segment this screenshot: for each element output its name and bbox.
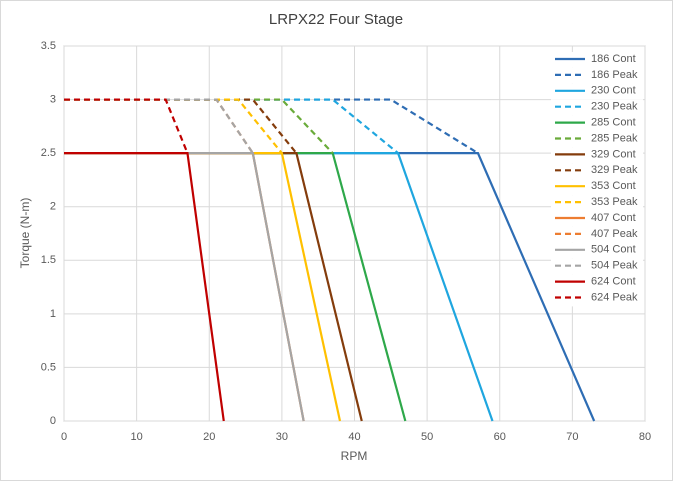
series-line	[64, 98, 189, 154]
legend-bg	[551, 52, 643, 68]
x-tick-label: 10	[131, 431, 143, 443]
legend-bg	[551, 131, 643, 148]
chart-title: LRPX22 Four Stage	[269, 11, 403, 28]
x-tick-label: 50	[421, 431, 433, 443]
legend-label: 504 Cont	[591, 244, 636, 256]
legend-label: 186 Peak	[591, 69, 638, 81]
legend-label: 285 Cont	[591, 117, 636, 129]
legend-bg	[551, 67, 643, 84]
legend-label: 230 Cont	[591, 85, 636, 97]
legend-label: 329 Peak	[591, 164, 638, 176]
legend-bg	[551, 163, 643, 180]
legend-bg	[551, 99, 643, 116]
legend-label: 407 Peak	[591, 228, 638, 240]
legend-bg	[551, 179, 643, 196]
legend-bg	[551, 242, 643, 259]
x-tick-label: 80	[639, 431, 651, 443]
y-tick-label: 1	[50, 308, 56, 320]
series-line	[64, 98, 399, 154]
legend-label: 186 Cont	[591, 53, 636, 65]
series-line	[64, 98, 283, 154]
y-tick-label: 3.5	[41, 40, 56, 52]
y-tick-label: 2	[50, 201, 56, 213]
series-line	[64, 152, 225, 422]
legend-bg	[551, 195, 643, 211]
legend-label: 353 Peak	[591, 196, 638, 208]
y-tick-label: 3	[50, 93, 56, 105]
legend-label: 230 Peak	[591, 101, 638, 113]
x-tick-label: 70	[566, 431, 578, 443]
legend-label: 504 Peak	[591, 260, 638, 272]
x-axis-title: RPM	[341, 449, 368, 463]
y-axis-title: Torque (N-m)	[18, 198, 32, 269]
x-tick-label: 0	[61, 431, 67, 443]
y-tick-label: 1.5	[41, 254, 56, 266]
x-tick-label: 20	[203, 431, 215, 443]
y-tick-label: 2.5	[41, 147, 56, 159]
x-tick-label: 60	[494, 431, 506, 443]
legend-label: 285 Peak	[591, 132, 638, 144]
legend-label: 353 Cont	[591, 180, 636, 192]
y-tick-label: 0.5	[41, 361, 56, 373]
legend-bg	[551, 290, 643, 307]
legend-bg	[551, 274, 643, 291]
legend-label: 407 Cont	[591, 212, 636, 224]
legend-label: 329 Cont	[591, 148, 636, 160]
legend-bg	[551, 258, 643, 275]
y-tick-label: 0	[50, 415, 56, 427]
legend-label: 624 Cont	[591, 276, 636, 288]
legend-bg	[551, 115, 643, 132]
legend-label: 624 Peak	[591, 291, 638, 303]
legend-bg	[551, 211, 643, 227]
legend-bg	[551, 147, 643, 164]
legend-bg	[551, 226, 643, 243]
x-tick-label: 30	[276, 431, 288, 443]
x-tick-label: 40	[348, 431, 360, 443]
series-line	[64, 98, 479, 155]
legend-bg	[551, 83, 643, 100]
